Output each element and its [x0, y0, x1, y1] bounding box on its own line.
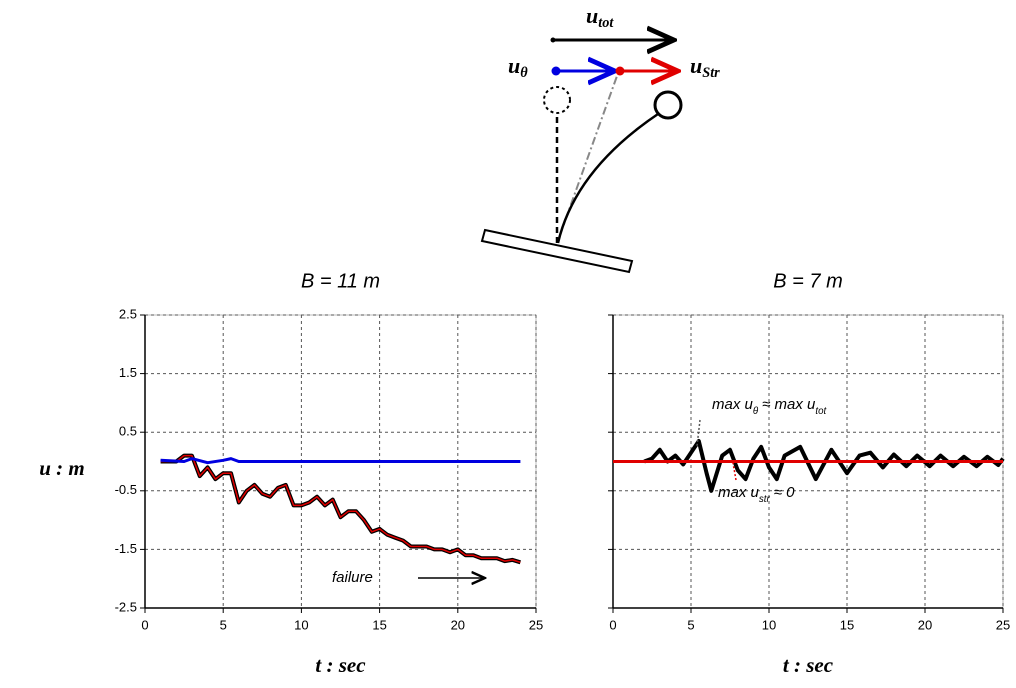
text-part: u	[690, 53, 702, 78]
series-line	[160, 457, 521, 465]
dot	[550, 37, 556, 43]
series-line	[643, 439, 1005, 493]
y-tick-label: 1.5	[119, 365, 137, 380]
series-line	[160, 453, 521, 565]
label-u-str: uStr	[690, 53, 720, 81]
mass	[653, 90, 683, 120]
annotation: max uθ ≈ max utot	[712, 396, 828, 417]
x-tick-label: 25	[529, 617, 543, 632]
annotation: max ustr ≈ 0	[718, 484, 795, 505]
series-line	[160, 454, 521, 564]
subscript: Str	[702, 65, 720, 81]
text-part: u	[508, 53, 520, 78]
y-axis-label: u : m	[39, 456, 85, 480]
x-tick-label: 0	[609, 617, 616, 632]
text-part: failure	[332, 569, 373, 586]
text-part: ≈ max u	[762, 396, 816, 413]
annotation-leader	[696, 419, 701, 447]
annotation: failure	[332, 569, 373, 586]
text-part: ≈ 0	[774, 484, 795, 501]
x-axis-label: t : sec	[315, 653, 366, 677]
x-tick-label: 25	[996, 617, 1010, 632]
x-tick-label: 15	[840, 617, 854, 632]
y-tick-label: 2.5	[119, 306, 137, 321]
x-tick-label: 15	[372, 617, 386, 632]
y-tick-label: -1.5	[115, 541, 137, 556]
x-tick-label: 5	[220, 617, 227, 632]
subscript: tot	[815, 406, 827, 417]
text-part: u	[586, 3, 598, 28]
annotation-leader	[732, 462, 737, 481]
x-axis-label: t : sec	[783, 653, 834, 677]
y-tick-label: -2.5	[115, 599, 137, 614]
chart-title: B = 7 m	[773, 270, 842, 292]
chart-title: B = 11 m	[301, 270, 380, 292]
subscript: θ	[520, 65, 528, 81]
base-plate	[480, 228, 634, 274]
x-tick-label: 0	[141, 617, 148, 632]
text-part: max u	[718, 484, 760, 501]
dot	[551, 66, 561, 76]
x-tick-label: 20	[451, 617, 465, 632]
text-part: max u	[712, 396, 754, 413]
label-u-tot: utot	[586, 3, 614, 31]
subscript: str	[759, 494, 771, 505]
deflected-stem	[556, 112, 659, 244]
subscript: tot	[598, 15, 614, 31]
x-tick-label: 10	[762, 617, 776, 632]
x-tick-label: 5	[687, 617, 694, 632]
pendulum-diagram	[480, 37, 683, 274]
rest-mass	[543, 86, 571, 114]
dot	[615, 66, 625, 76]
subscript: θ	[753, 406, 759, 417]
y-tick-label: 0.5	[119, 424, 137, 439]
y-tick-label: -0.5	[115, 482, 137, 497]
x-tick-label: 10	[294, 617, 308, 632]
label-u-theta: uθ	[508, 53, 528, 81]
x-tick-label: 20	[918, 617, 932, 632]
